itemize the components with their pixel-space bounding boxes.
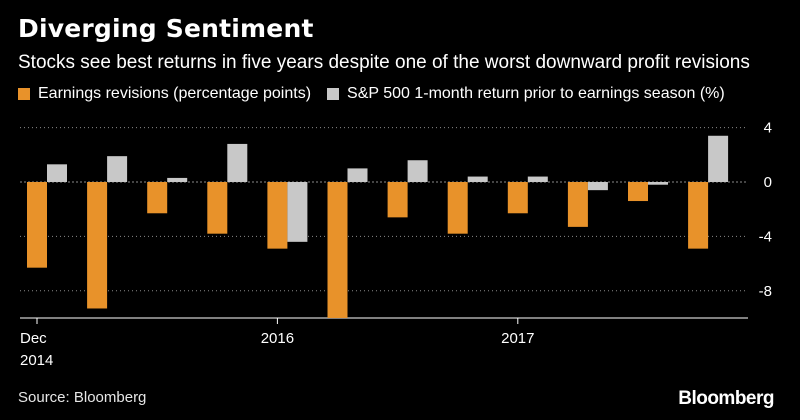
legend-item-sp500: S&P 500 1-month return prior to earnings… bbox=[327, 85, 725, 103]
chart-subtitle: Stocks see best returns in five years de… bbox=[18, 52, 750, 73]
bar-sp500 bbox=[527, 176, 548, 182]
bar-sp500 bbox=[347, 168, 368, 182]
bar-earnings bbox=[567, 182, 588, 227]
source-note: Source: Bloomberg bbox=[18, 389, 147, 406]
legend-item-earnings: Earnings revisions (percentage points) bbox=[18, 85, 311, 103]
bar-sp500 bbox=[407, 160, 428, 182]
bar-sp500 bbox=[287, 182, 308, 242]
x-tick-label: 2016 bbox=[261, 330, 294, 347]
chart-bars bbox=[27, 135, 729, 318]
y-tick-label: -4 bbox=[759, 228, 772, 245]
legend-label-sp500: S&P 500 1-month return prior to earnings… bbox=[347, 85, 725, 102]
bar-earnings bbox=[628, 182, 648, 202]
bar-earnings bbox=[507, 182, 528, 214]
chart-legend: Earnings revisions (percentage points) S… bbox=[18, 85, 741, 103]
bar-sp500 bbox=[107, 156, 128, 182]
bar-earnings bbox=[87, 182, 108, 309]
y-tick-label: 4 bbox=[764, 120, 772, 137]
chart-gridlines bbox=[20, 127, 748, 319]
x-tick-label: 2014 bbox=[20, 352, 53, 369]
bar-sp500 bbox=[47, 164, 67, 182]
bar-sp500 bbox=[587, 182, 608, 191]
legend-label-earnings: Earnings revisions (percentage points) bbox=[38, 85, 312, 102]
bar-earnings bbox=[447, 182, 468, 234]
bar-sp500 bbox=[467, 176, 488, 182]
y-tick-label: 0 bbox=[764, 174, 772, 191]
chart-title: Diverging Sentiment bbox=[18, 14, 314, 43]
bar-earnings bbox=[207, 182, 228, 234]
y-tick-label: -8 bbox=[759, 283, 772, 300]
legend-swatch-earnings bbox=[18, 88, 30, 100]
bar-sp500 bbox=[167, 177, 188, 182]
brand-logo: Bloomberg bbox=[678, 388, 774, 409]
bar-sp500 bbox=[708, 135, 729, 182]
chart-axis-ticks: 4 0 -4 -8 Dec 2014 2016 2017 bbox=[20, 120, 772, 369]
bar-earnings bbox=[387, 182, 408, 218]
bar-earnings bbox=[267, 182, 288, 249]
x-tick-label: Dec bbox=[20, 330, 47, 347]
bar-earnings bbox=[688, 182, 709, 249]
bar-earnings bbox=[147, 182, 168, 214]
legend-swatch-sp500 bbox=[327, 88, 340, 100]
x-tick-label: 2017 bbox=[501, 330, 534, 347]
bar-sp500 bbox=[227, 143, 248, 182]
bar-earnings bbox=[327, 182, 348, 318]
bar-sp500 bbox=[648, 182, 668, 185]
bar-earnings bbox=[27, 182, 47, 268]
